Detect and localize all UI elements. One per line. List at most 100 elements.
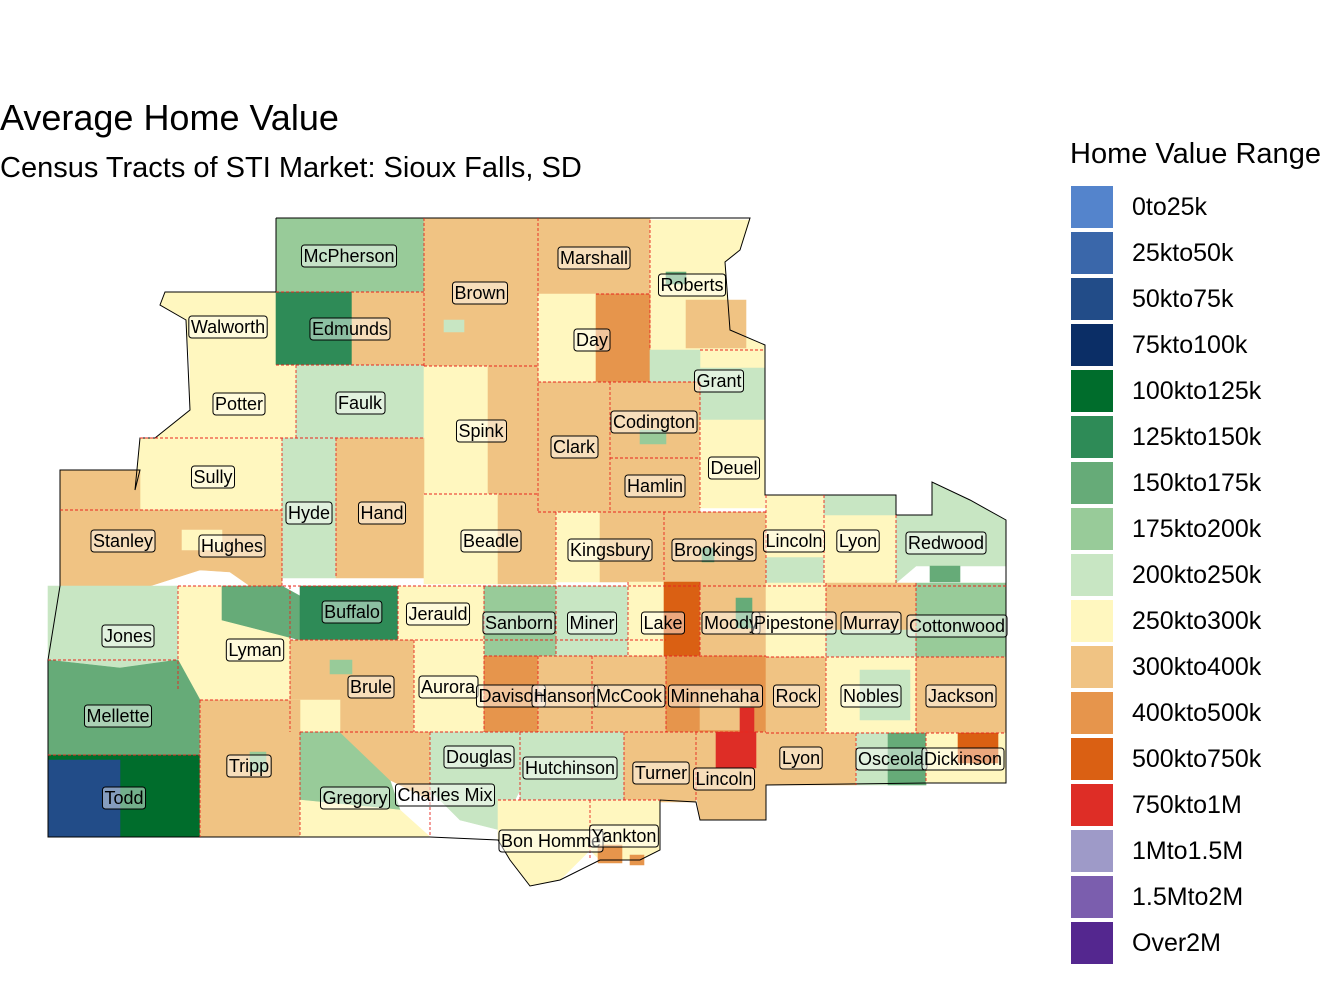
county-label-text: Jerauld — [408, 604, 467, 624]
county-region — [649, 349, 701, 383]
county-label: Stanley — [90, 529, 156, 553]
county-label-text: McPherson — [303, 246, 394, 266]
legend-item: 75kto100k — [1071, 324, 1344, 366]
county-label: Moody — [701, 611, 761, 635]
county-label-text: Tripp — [229, 756, 269, 776]
county-label: Lincoln — [692, 767, 756, 791]
legend-item: 400kto500k — [1071, 692, 1344, 734]
county-label-text: Buffalo — [324, 602, 380, 622]
legend-item: 100kto125k — [1071, 370, 1344, 412]
county-label: Faulk — [335, 391, 386, 415]
county-label-text: Walworth — [191, 317, 265, 337]
legend-label: 150kto175k — [1132, 469, 1262, 497]
county-label-text: Grant — [696, 371, 741, 391]
county-label: Day — [573, 328, 611, 352]
tract-region — [929, 565, 961, 583]
county-label: Lyon — [836, 529, 880, 553]
legend-swatch — [1071, 462, 1113, 504]
legend-swatch — [1071, 416, 1113, 458]
map-subtitle: Census Tracts of STI Market: Sioux Falls… — [0, 152, 582, 184]
legend-swatch — [1071, 324, 1113, 366]
county-label: Pipestone — [751, 611, 837, 635]
county-label-text: Lincoln — [695, 769, 752, 789]
legend-label: 750kto1M — [1132, 791, 1242, 819]
county-label: Turner — [632, 761, 690, 785]
county-label: Rock — [772, 684, 821, 708]
county-label: Jones — [101, 624, 155, 648]
county-label-text: Osceola — [858, 749, 925, 769]
county-label-text: Miner — [569, 613, 614, 633]
county-label: Cottonwood — [906, 614, 1008, 638]
legend-swatch — [1071, 738, 1113, 780]
legend-swatch — [1071, 554, 1113, 596]
county-label-text: Spink — [458, 421, 504, 441]
county-label: Roberts — [657, 273, 727, 297]
county-label-text: Charles Mix — [397, 785, 492, 805]
county-region — [695, 791, 767, 821]
county-label: Douglas — [443, 745, 515, 769]
county-label-text: Hanson — [534, 686, 596, 706]
county-label: Murray — [840, 611, 902, 635]
legend-label: 200kto250k — [1132, 561, 1262, 589]
county-label: Miner — [566, 611, 618, 635]
legend-title: Home Value Range — [1070, 138, 1321, 170]
county-label: Dickinson — [921, 747, 1005, 771]
county-label: Hutchinson — [522, 756, 618, 780]
legend-item: 500kto750k — [1071, 738, 1344, 780]
county-label: Mellette — [83, 704, 153, 728]
county-label: Kingsbury — [567, 538, 653, 562]
county-label-text: Turner — [635, 763, 687, 783]
legend-swatch — [1071, 186, 1113, 228]
legend-swatch — [1071, 600, 1113, 642]
legend-swatch — [1071, 232, 1113, 274]
legend-swatch — [1071, 278, 1113, 320]
county-label: Grant — [693, 369, 745, 393]
county-label-text: Yankton — [592, 826, 657, 846]
county-label-text: Pipestone — [754, 613, 834, 633]
county-label: Buffalo — [321, 600, 383, 624]
county-label-text: Douglas — [446, 747, 512, 767]
county-label-text: Hutchinson — [525, 758, 615, 778]
county-region — [823, 494, 897, 516]
county-label-text: Rock — [775, 686, 817, 706]
county-label-text: Jones — [104, 626, 152, 646]
legend-swatch — [1071, 830, 1113, 872]
county-label: Sanborn — [482, 611, 556, 635]
county-label: Hand — [357, 501, 407, 525]
county-label-text: Deuel — [710, 458, 757, 478]
county-label-text: Hughes — [201, 536, 263, 556]
legend-swatch — [1071, 692, 1113, 734]
county-label-text: Sanborn — [485, 613, 553, 633]
tract-region — [701, 547, 715, 563]
county-label-text: Kingsbury — [570, 540, 650, 560]
legend-swatch — [1071, 784, 1113, 826]
county-label: Potter — [212, 392, 266, 416]
legend-swatch — [1071, 508, 1113, 550]
county-label-text: Sully — [193, 467, 232, 487]
tract-region — [443, 319, 465, 333]
county-label: Sully — [190, 465, 236, 489]
legend-item: 750kto1M — [1071, 784, 1344, 826]
legend-label: 300kto400k — [1132, 653, 1262, 681]
legend-item: 150kto175k — [1071, 462, 1344, 504]
county-label: Davison — [475, 684, 547, 708]
tract-region — [249, 751, 267, 773]
county-label-text: Gregory — [322, 788, 387, 808]
county-label: Walworth — [188, 315, 268, 339]
county-label-text: McCook — [596, 686, 663, 706]
county-label-text: Edmunds — [312, 319, 388, 339]
choropleth-map: McPherson Brown Marshall Roberts Walworth Edm… — [47, 217, 1008, 887]
county-label: McPherson — [300, 244, 398, 268]
county-label-text: Dickinson — [924, 749, 1002, 769]
county-label-text: Roberts — [660, 275, 723, 295]
legend-item: 125kto150k — [1071, 416, 1344, 458]
legend-label: Over2M — [1132, 929, 1221, 957]
county-label-text: Mellette — [86, 706, 149, 726]
tract-region — [715, 731, 757, 769]
legend-item: 175kto200k — [1071, 508, 1344, 550]
county-label-text: Todd — [104, 788, 143, 808]
county-label-text: Day — [576, 330, 608, 350]
county-label-text: Faulk — [338, 393, 383, 413]
county-label-text: Beadle — [463, 531, 519, 551]
legend-swatch — [1071, 922, 1113, 964]
